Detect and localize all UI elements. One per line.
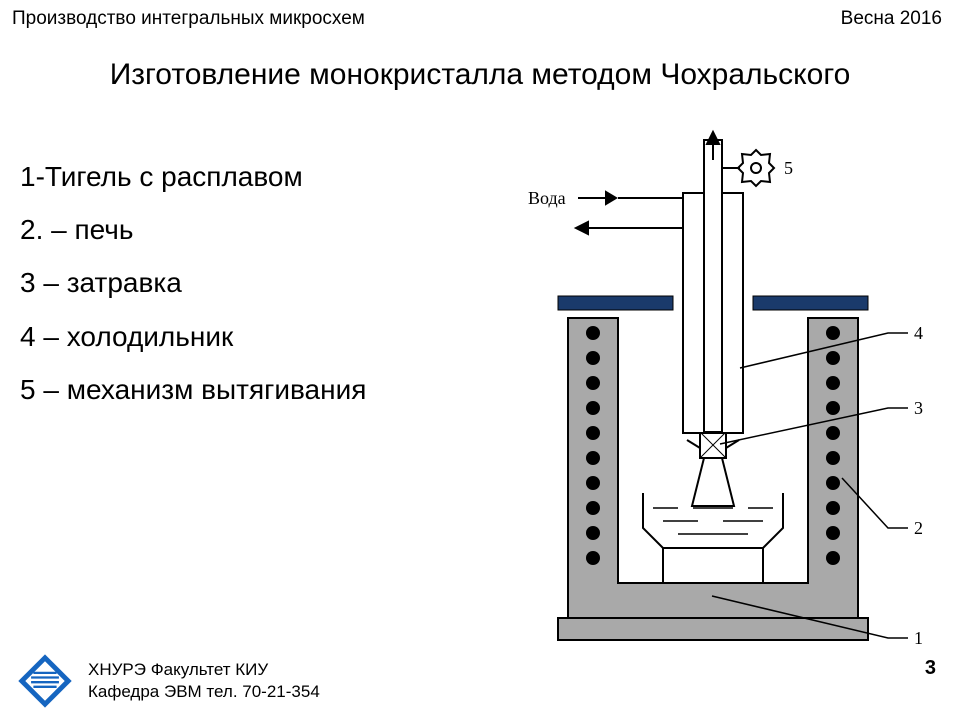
lid-right [753, 296, 868, 310]
legend-item-4: 4 – холодильник [20, 310, 366, 363]
footer-line-2: Кафедра ЭВМ тел. 70-21-354 [88, 681, 320, 703]
legend-list: 1-Тигель с расплавом 2. – печь 3 – затра… [20, 150, 366, 416]
header-left: Производство интегральных микросхем [12, 8, 365, 30]
header-right: Весна 2016 [841, 8, 942, 30]
svg-text:2: 2 [914, 518, 923, 538]
legend-item-5: 5 – механизм вытягивания [20, 363, 366, 416]
slide-title: Изготовление монокристалла методом Чохра… [0, 56, 960, 94]
legend-item-3: 3 – затравка [20, 256, 366, 309]
footer: ХНУРЭ Факультет КИУ Кафедра ЭВМ тел. 70-… [16, 652, 320, 710]
czochralski-diagram: 1 2 3 4 5 Вода [468, 128, 932, 648]
legend-item-2: 2. – печь [20, 203, 366, 256]
gear-icon [738, 150, 774, 186]
page-number: 3 [925, 657, 936, 680]
cooler [683, 140, 743, 433]
furnace-base [558, 618, 868, 640]
svg-text:5: 5 [784, 158, 793, 178]
legend-item-1: 1-Тигель с расплавом [20, 150, 366, 203]
university-logo-icon [16, 652, 74, 710]
svg-text:1: 1 [914, 628, 923, 648]
svg-text:3: 3 [914, 398, 923, 418]
crucible-support [663, 548, 763, 583]
water-label: Вода [528, 188, 566, 208]
lid-left [558, 296, 673, 310]
footer-line-1: ХНУРЭ Факультет КИУ [88, 659, 320, 681]
crystal-cone [692, 458, 734, 506]
svg-text:4: 4 [914, 323, 923, 343]
